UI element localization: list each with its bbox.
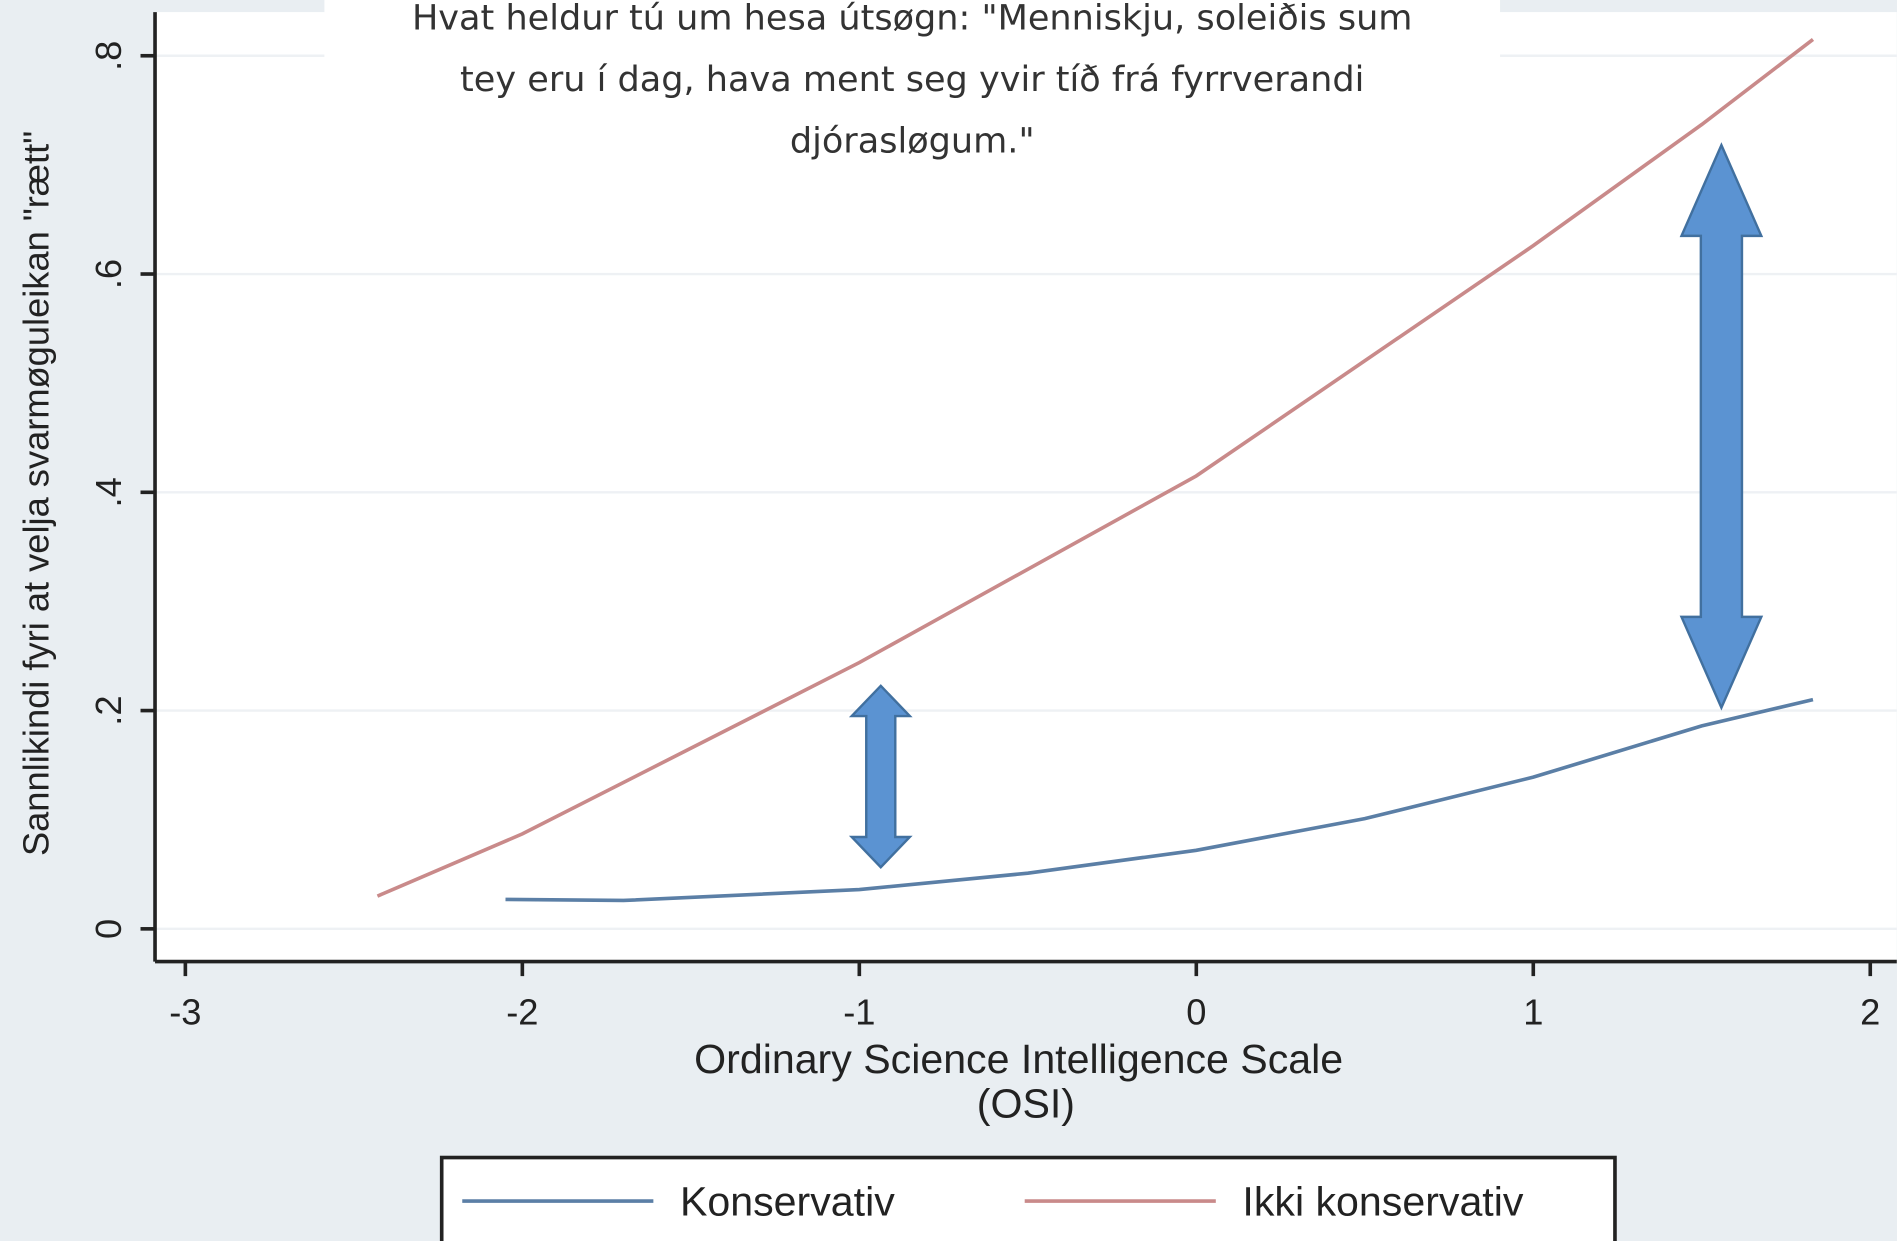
legend-items: Konservativ Ikki konservativ: [462, 1179, 1524, 1225]
y-tick-label: .4: [88, 477, 129, 507]
y-tick-label: 0: [88, 919, 129, 939]
y-tick-label: .8: [88, 41, 129, 71]
x-tick-label: 1: [1523, 991, 1543, 1032]
x-axis-label: Ordinary Science Intelligence Scale: [694, 1036, 1343, 1082]
legend-label: Ikki konservativ: [1242, 1179, 1523, 1225]
series-line: [376, 37, 1815, 898]
y-axis-label: Sannlikindi fyri at velja svarmøguleikan…: [15, 131, 56, 856]
grid: [155, 54, 1897, 931]
y-tick-label: .2: [88, 695, 129, 725]
x-tick-label: -1: [843, 991, 875, 1032]
lines: [376, 37, 1815, 903]
y-tick-label: .6: [88, 259, 129, 289]
title-line: tey eru í dag, hava ment seg yvir tíð fr…: [460, 59, 1364, 100]
legend-label: Konservativ: [680, 1179, 895, 1225]
x-tick-label: 0: [1186, 991, 1206, 1032]
arrow: [1679, 142, 1764, 711]
title-line: Hvat heldur tú um hesa útsøgn: "Menniskj…: [412, 0, 1413, 38]
series-line: [505, 697, 1814, 903]
ticks: 0 .2 .4 .6 .8 -3 -2 -1 0 1 2: [88, 41, 1880, 1033]
title-box: [324, 0, 1501, 170]
x-tick-label: -2: [506, 991, 538, 1032]
x-axis-label: (OSI): [977, 1081, 1075, 1127]
x-tick-label: 2: [1860, 991, 1880, 1032]
x-tick-label: -3: [169, 991, 201, 1032]
arrow: [848, 684, 913, 869]
title-line: djórasløgum.": [790, 121, 1035, 162]
plot-area: [155, 12, 1897, 962]
